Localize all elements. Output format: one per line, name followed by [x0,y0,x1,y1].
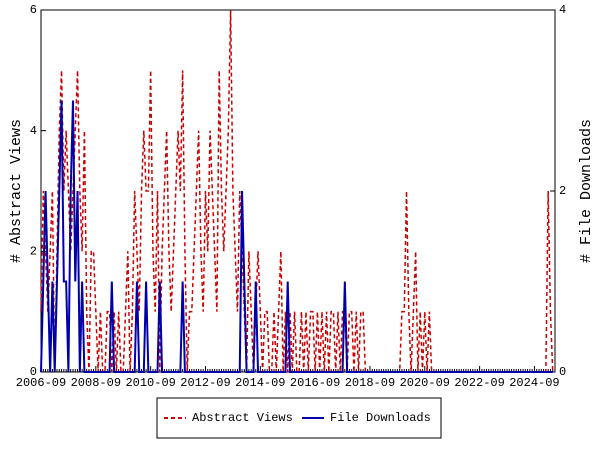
y-tick-label: 0 [30,365,37,379]
x-tick-label: 2022-09 [454,376,504,390]
series-line [40,100,553,373]
x-tick-label: 2020-09 [400,376,450,390]
legend [156,397,442,439]
x-tick-label: 2018-09 [345,376,395,390]
x-tick-label: 2016-09 [290,376,340,390]
y-tick-label: 2 [30,245,37,259]
x-tick-label: 2012-09 [180,376,230,390]
y-tick-label: 6 [30,3,37,17]
x-tick-label: 2014-09 [235,376,285,390]
x-tick-label: 2010-09 [125,376,175,390]
y-axis-title: # Abstract Views [8,119,25,263]
x-tick-label: 2024-09 [509,376,559,390]
y2-tick-label: 4 [559,3,566,17]
y2-axis-title: # File Downloads [578,119,595,263]
x-tick-label: 2006-09 [16,376,66,390]
legend-label: File Downloads [330,411,431,425]
y-tick-label: 4 [30,124,37,138]
y2-tick-label: 0 [559,365,566,379]
y2-tick-label: 2 [559,184,566,198]
x-tick-label: 2008-09 [71,376,121,390]
legend-label: Abstract Views [192,411,293,425]
